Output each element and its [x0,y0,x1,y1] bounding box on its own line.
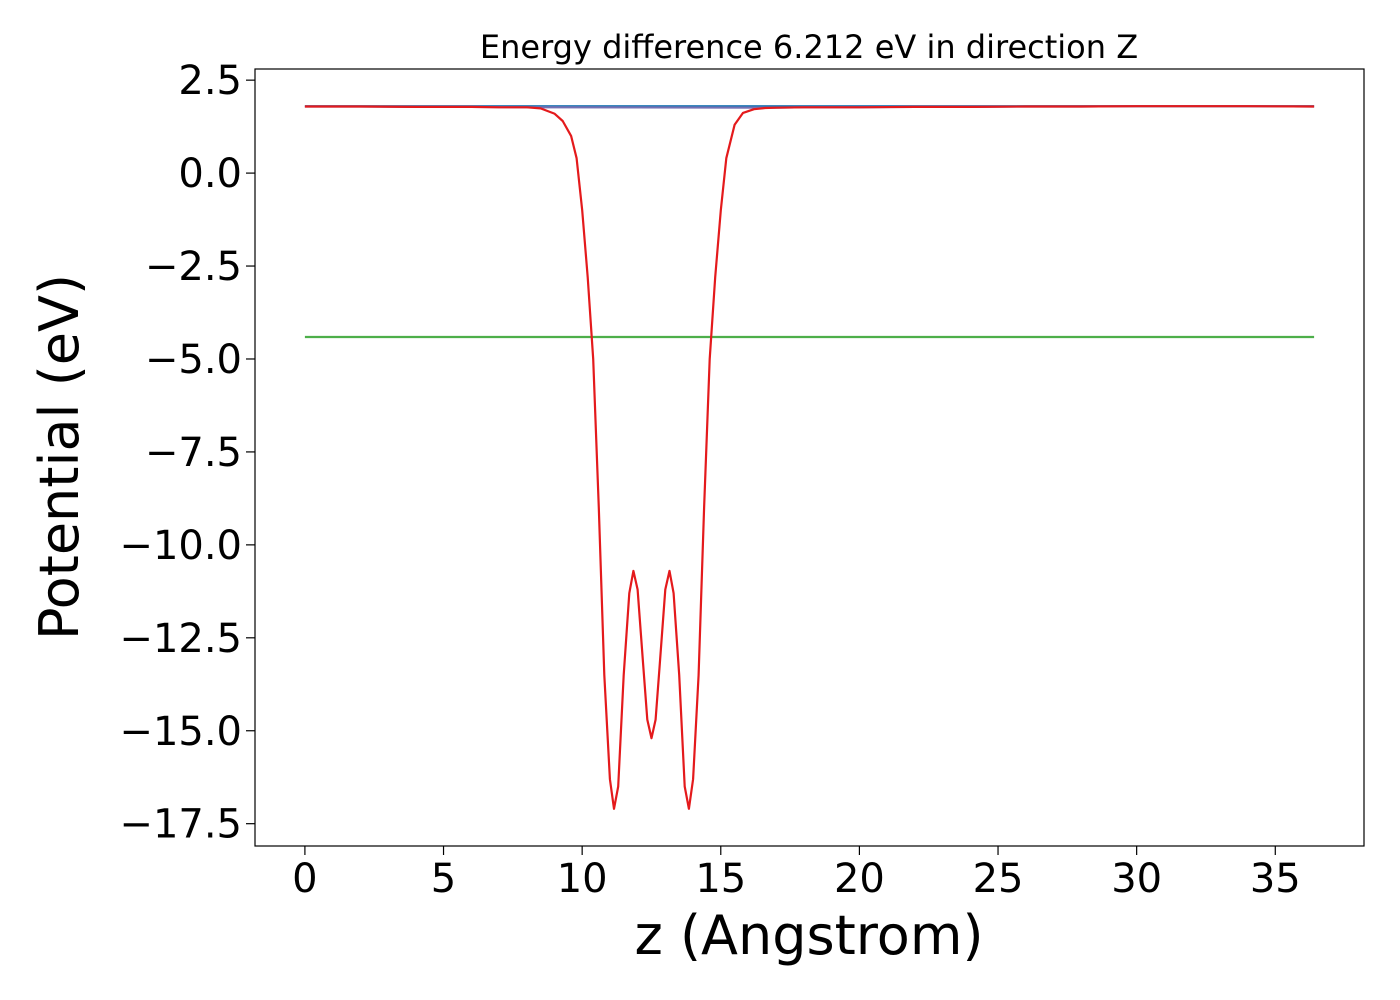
y-tick-label: −2.5 [145,244,242,290]
y-tick-label: −17.5 [119,802,242,848]
x-tick-label: 10 [557,856,608,902]
x-tick-label: 15 [695,856,746,902]
x-tick-label: 25 [973,856,1024,902]
series-line-3 [304,105,1315,810]
y-axis-label: Potential (eV) [28,274,91,640]
x-tick-label: 0 [292,856,317,902]
plot-series-group [304,105,1315,810]
y-tick-label: 2.5 [178,58,242,104]
x-tick-label: 35 [1250,856,1301,902]
y-tick-label: 0.0 [178,151,242,197]
x-tick-label: 20 [834,856,885,902]
y-axis: 2.5 0.0 −2.5 −5.0 −7.5 −10.0 −12.5 −15.0 −17.5 [119,58,255,848]
y-tick-label: −12.5 [119,616,242,662]
y-tick-label: −7.5 [145,430,242,476]
x-tick-label: 5 [431,856,456,902]
x-axis-label: z (Angstrom) [634,904,983,967]
y-tick-label: −10.0 [119,523,242,569]
y-tick-label: −5.0 [145,337,242,383]
x-tick-label: 30 [1111,856,1162,902]
chart-title: Energy difference 6.212 eV in direction … [480,28,1138,66]
x-axis: 0 5 10 15 20 25 30 35 [292,846,1301,902]
y-tick-label: −15.0 [119,709,242,755]
plot-area-frame [254,68,1365,847]
